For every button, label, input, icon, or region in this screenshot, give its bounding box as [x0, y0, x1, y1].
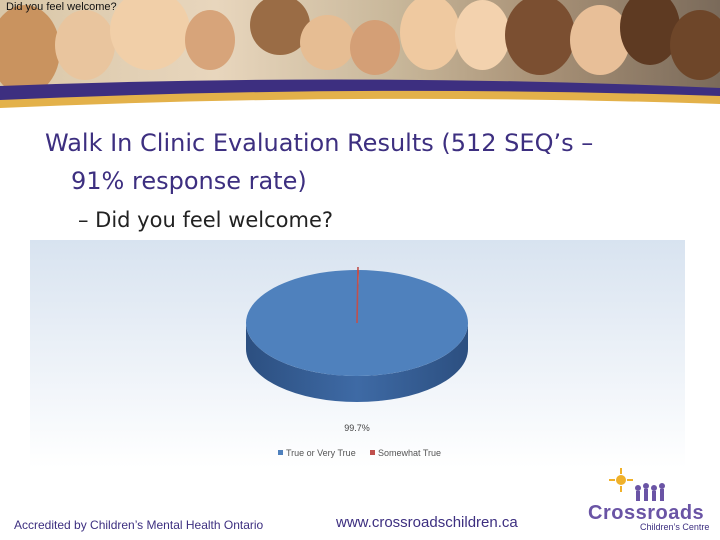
child-face-image: [300, 15, 355, 70]
pie-data-label: 99.7%: [344, 423, 370, 433]
legend-label: True or Very True: [286, 448, 356, 458]
chart-area: 99.7% True or Very True Somewhat True: [30, 240, 685, 468]
logo-wordmark: Crossroads: [588, 502, 705, 524]
website-link[interactable]: www.crossroadschildren.ca: [336, 514, 518, 531]
sub-bullet: – Did you feel welcome?: [78, 208, 334, 232]
child-face-image: [505, 0, 575, 75]
slide-title-line2: 91% response rate): [71, 167, 307, 195]
child-face-image: [0, 5, 60, 88]
child-face-image: [670, 10, 720, 80]
child-face-image: [55, 10, 115, 80]
pie-side-wall: [246, 323, 468, 402]
photo-banner: [0, 0, 720, 88]
child-face-image: [620, 0, 680, 65]
slide-title: Walk In Clinic Evaluation Results (512 S…: [45, 124, 685, 200]
legend-swatch: [370, 450, 375, 455]
legend-swatch: [278, 450, 283, 455]
banner-swoosh: [0, 79, 720, 128]
slide-title-line1: Walk In Clinic Evaluation Results (512 S…: [45, 129, 594, 157]
child-face-image: [455, 0, 510, 70]
child-face-image: [400, 0, 460, 70]
accreditation-text: Accredited by Children’s Mental Health O…: [14, 518, 264, 532]
crossroads-logo-icon: [609, 468, 665, 501]
logo-subtitle: Children’s Centre: [640, 522, 710, 532]
child-face-image: [570, 5, 630, 75]
child-face-image: [110, 0, 190, 70]
window-title: Did you feel welcome?: [6, 1, 117, 13]
pie-slice-somewhat-true-marker: [356, 266, 359, 324]
legend-label: Somewhat True: [378, 448, 441, 458]
child-face-image: [350, 20, 400, 75]
child-face-image: [185, 10, 235, 70]
pie-chart: 99.7% True or Very True Somewhat True: [246, 266, 469, 458]
